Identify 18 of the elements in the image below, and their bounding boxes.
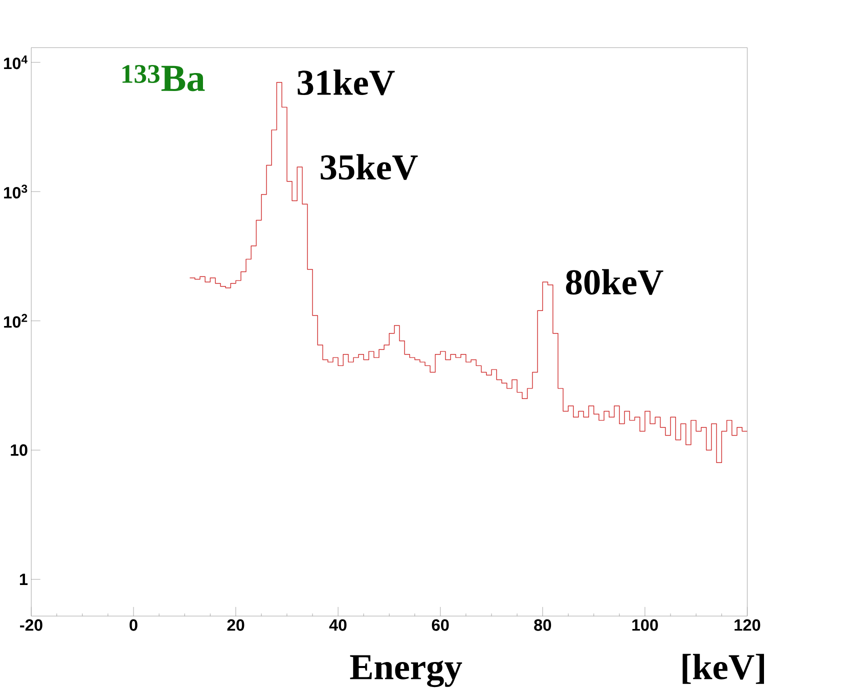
- y-tick-label: 10$^{3}$: [4, 184, 28, 198]
- y-tick-label: 10$^{2}$: [4, 314, 28, 328]
- x-tick-label: 80: [534, 619, 552, 631]
- x-tick-label: -20: [20, 619, 42, 631]
- annotation: 31keV: [298, 69, 395, 96]
- y-tick-label: 10: [10, 444, 28, 456]
- annotation: 35keV: [320, 154, 418, 180]
- x-tick-label: 60: [432, 619, 449, 631]
- x-tick-label: 120: [734, 619, 760, 631]
- x-tick-label: 20: [227, 619, 244, 631]
- x-tick-label: 40: [329, 619, 346, 631]
- annotation: 80keV: [566, 269, 664, 295]
- y-tick-label: 1: [20, 574, 28, 585]
- y-tick-label: 10$^{4}$: [4, 55, 28, 70]
- x-tick-label: 100: [632, 619, 658, 631]
- chart-title: $^{133}$Ba: [122, 64, 205, 92]
- x-tick-label: 0: [130, 619, 138, 631]
- text: Energy [keV]: [350, 654, 764, 688]
